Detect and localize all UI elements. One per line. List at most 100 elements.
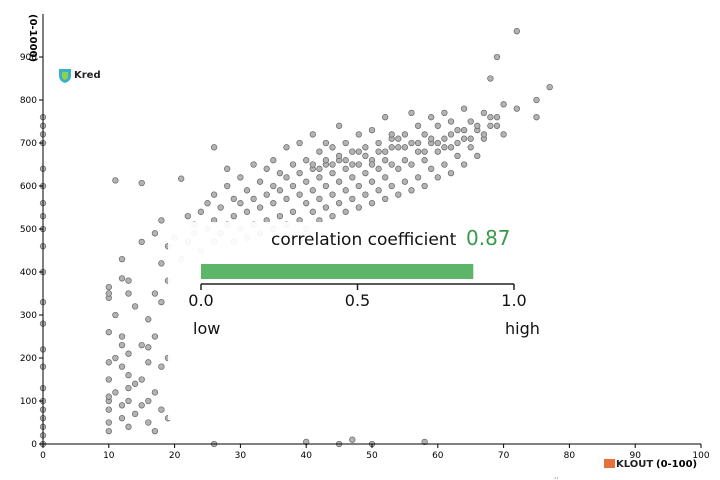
data-point xyxy=(408,139,415,147)
data-point xyxy=(362,152,369,160)
data-point xyxy=(382,157,389,164)
data-point xyxy=(138,179,145,187)
data-point xyxy=(335,152,343,160)
data-point xyxy=(263,191,270,198)
y-tick-label: 900 xyxy=(20,53,37,63)
data-point xyxy=(441,109,448,117)
data-point xyxy=(388,131,395,138)
data-point xyxy=(342,208,349,215)
data-point xyxy=(454,139,461,147)
data-point xyxy=(283,144,290,151)
data-point xyxy=(388,161,395,168)
data-point xyxy=(388,144,395,151)
data-point xyxy=(118,402,126,409)
data-point xyxy=(368,161,376,168)
data-point xyxy=(276,212,284,220)
correlation-bar xyxy=(201,264,474,279)
data-point xyxy=(105,283,112,291)
y-tick-label: 300 xyxy=(20,311,37,321)
data-point xyxy=(335,178,343,185)
x-tick-label: 60 xyxy=(432,451,444,461)
data-point xyxy=(513,28,520,35)
data-point xyxy=(276,169,284,177)
data-point xyxy=(322,139,330,147)
data-point xyxy=(118,275,126,282)
data-point xyxy=(414,122,422,129)
klout-brand-label: KLOUT xyxy=(616,459,653,470)
data-point xyxy=(316,174,323,181)
data-point xyxy=(546,83,553,91)
data-point xyxy=(329,144,336,151)
data-point xyxy=(428,165,435,172)
data-point xyxy=(421,148,428,155)
data-point xyxy=(322,182,330,190)
data-point xyxy=(145,419,152,426)
data-point xyxy=(270,200,277,207)
data-point xyxy=(125,384,132,392)
data-point xyxy=(428,135,435,142)
data-point xyxy=(145,316,152,323)
data-point xyxy=(105,427,112,435)
data-point xyxy=(224,165,231,172)
data-point xyxy=(401,131,409,138)
data-point xyxy=(151,290,159,297)
scale-tick-0: 0.0 xyxy=(188,291,213,310)
data-point xyxy=(131,380,139,387)
panel-background xyxy=(168,222,560,420)
data-point xyxy=(447,118,455,125)
data-point xyxy=(158,298,165,306)
data-point xyxy=(500,101,507,108)
data-point xyxy=(243,187,251,194)
data-point xyxy=(303,178,310,185)
data-point xyxy=(395,191,402,198)
data-point xyxy=(131,303,139,310)
data-point xyxy=(250,195,257,203)
data-point xyxy=(158,260,165,267)
data-point xyxy=(335,122,343,129)
data-point xyxy=(322,204,330,211)
data-point xyxy=(421,182,428,190)
data-point xyxy=(125,423,132,430)
data-point xyxy=(309,161,316,168)
data-point xyxy=(118,415,126,422)
x-tick-label: 100 xyxy=(692,451,709,461)
data-point xyxy=(329,161,336,168)
x-tick-label: 40 xyxy=(300,451,312,461)
data-point xyxy=(493,122,501,129)
data-point xyxy=(421,131,428,138)
data-point xyxy=(237,200,244,207)
data-point xyxy=(408,161,415,168)
data-point xyxy=(368,126,376,134)
data-point xyxy=(434,122,441,129)
data-point xyxy=(487,114,494,121)
data-point xyxy=(158,217,165,224)
y-tick-label: 400 xyxy=(20,268,37,278)
data-point xyxy=(428,114,435,121)
data-point xyxy=(296,169,303,177)
data-point xyxy=(256,204,264,211)
data-point xyxy=(447,144,455,151)
data-point xyxy=(125,372,132,379)
data-point xyxy=(447,131,455,138)
data-point xyxy=(408,187,415,194)
data-point xyxy=(401,157,409,164)
data-point xyxy=(105,393,112,400)
data-point xyxy=(355,148,362,155)
data-point xyxy=(105,419,112,426)
data-point xyxy=(368,178,376,185)
data-point xyxy=(487,75,494,82)
data-point xyxy=(178,175,185,182)
data-point xyxy=(217,204,224,211)
data-point xyxy=(138,238,145,246)
x-axis-ticks: 0 10 20 30 40 50 60 70 80 90 100 xyxy=(40,444,710,461)
klout-badge-icon xyxy=(604,459,615,468)
data-point xyxy=(375,187,382,194)
y-tick-label: 800 xyxy=(20,96,37,106)
data-point xyxy=(355,131,362,138)
data-point xyxy=(487,122,494,129)
data-point xyxy=(112,311,119,319)
y-tick-label: 600 xyxy=(20,182,37,192)
data-point xyxy=(112,177,119,184)
data-point xyxy=(151,389,159,396)
